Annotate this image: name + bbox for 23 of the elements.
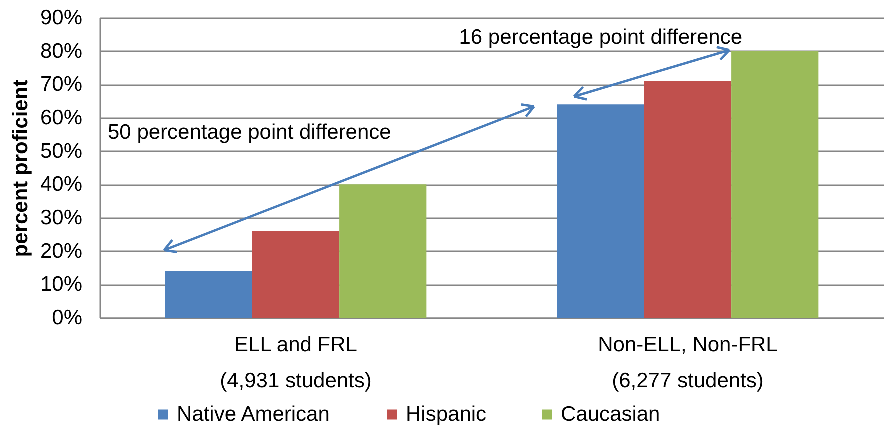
bar [557,104,644,318]
annotation: 50 percentage point difference [108,121,392,144]
y-tick-label: 50% [40,140,82,163]
y-tick-label: 80% [40,40,82,63]
y-tick-label: 60% [40,106,82,130]
annotation: 16 percentage point difference [459,26,743,49]
y-tick-label: 20% [40,240,82,263]
y-tick-label: 0% [52,306,82,330]
y-tick-label: 30% [40,206,82,230]
bar [165,271,252,318]
x-tick-label: Non-ELL, Non-FRL (6,277 students) [598,334,778,392]
y-axis-title: percent proficient [9,80,32,258]
y-tick-label: 40% [40,173,82,196]
y-tick-label: 10% [40,273,82,296]
x-tick-label: ELL and FRL (4,931 students) [220,334,372,392]
bar [340,184,427,318]
bar [732,51,819,318]
y-tick-label: 70% [40,73,82,96]
bar [252,231,340,318]
legend-label: Native American [177,402,330,426]
legend-label: Caucasian [561,402,660,426]
legend-label: Hispanic [406,402,487,426]
y-tick-label: 90% [40,6,82,30]
